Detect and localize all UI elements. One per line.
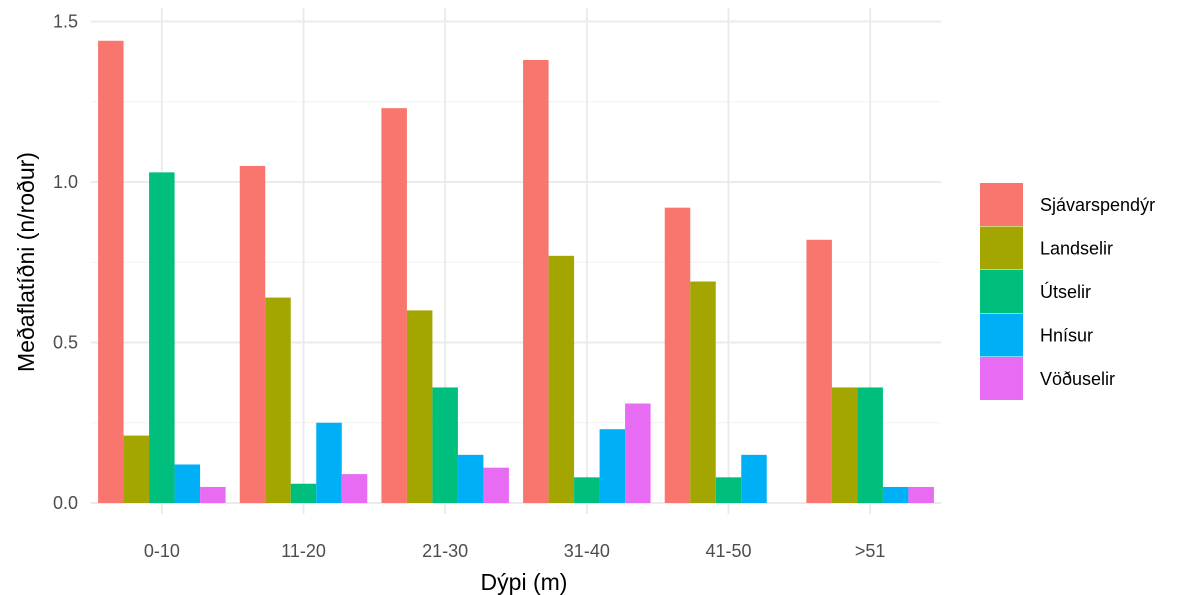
- bar: [483, 467, 509, 503]
- legend-key: [980, 357, 1023, 400]
- y-tick-label: 0.5: [53, 333, 78, 353]
- bar: [574, 477, 600, 503]
- bar: [239, 165, 266, 503]
- x-tick-label: 21-30: [422, 541, 468, 561]
- bar: [690, 281, 716, 503]
- bar: [432, 387, 458, 503]
- x-axis-title: Dýpi (m): [481, 569, 568, 595]
- y-tick-label: 1.0: [53, 172, 78, 192]
- legend-label: Vöðuselir: [1040, 369, 1115, 389]
- x-tick-label: 41-50: [705, 541, 751, 561]
- bar: [265, 297, 291, 503]
- bars: [98, 40, 934, 504]
- x-axis-ticks: 0-10 11-20 21-30 31-40 41-50 >51: [144, 541, 886, 561]
- x-tick-label: 0-10: [144, 541, 180, 561]
- y-axis-ticks: 0.0 0.5 1.0 1.5: [53, 12, 78, 514]
- y-tick-label: 0.0: [53, 493, 78, 513]
- bar: [200, 486, 226, 503]
- legend-label: Útselir: [1040, 281, 1091, 302]
- bar: [664, 207, 691, 503]
- bar: [149, 172, 175, 503]
- legend-key: [980, 313, 1023, 357]
- bar: [548, 255, 575, 503]
- bar: [341, 474, 368, 503]
- x-tick-label: 31-40: [564, 541, 610, 561]
- x-tick-label: >51: [855, 541, 886, 561]
- x-tick-label: 11-20: [281, 541, 326, 561]
- bar: [741, 454, 767, 503]
- y-tick-label: 1.5: [53, 12, 78, 32]
- legend-key: [980, 226, 1023, 270]
- bar: [457, 454, 484, 503]
- y-axis-title: Meðaflatíðni (n/roður): [13, 152, 39, 372]
- legend-label: Hnísur: [1040, 326, 1093, 346]
- bar: [523, 60, 549, 504]
- bar: [831, 387, 858, 503]
- bar: [908, 486, 934, 503]
- bar: [599, 429, 626, 503]
- legend-key: [980, 270, 1023, 313]
- legend-label: Sjávarspendýr: [1040, 195, 1155, 215]
- bar: [406, 310, 433, 503]
- bar: [98, 40, 124, 503]
- bar: [123, 435, 150, 503]
- legend: Sjávarspendýr Landselir Útselir Hnísur Vöðus…: [980, 183, 1155, 400]
- bar: [316, 422, 342, 503]
- bar: [806, 239, 832, 503]
- bar: [882, 486, 909, 503]
- bar: [290, 483, 317, 503]
- bar: [174, 464, 201, 503]
- legend-key: [980, 183, 1023, 226]
- bar: [625, 403, 651, 503]
- bar: [715, 477, 742, 503]
- legend-label: Landselir: [1040, 239, 1113, 259]
- bar: [857, 387, 883, 503]
- bar: [381, 108, 407, 504]
